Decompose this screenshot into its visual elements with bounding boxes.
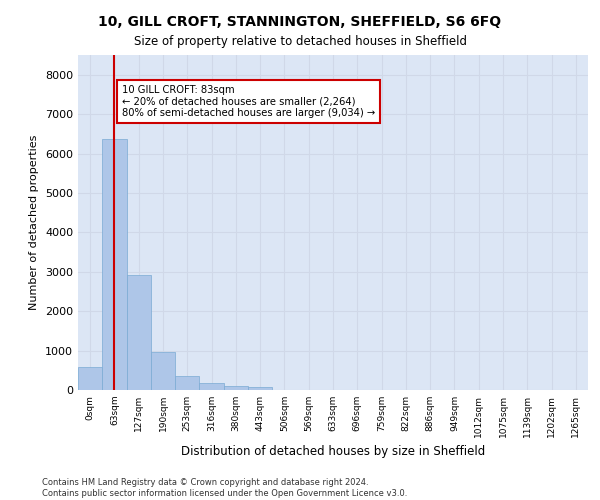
Bar bbox=[127, 275, 151, 390]
Bar bbox=[248, 387, 272, 390]
Bar bbox=[224, 386, 248, 390]
Bar bbox=[102, 138, 127, 390]
Text: 10 GILL CROFT: 83sqm
← 20% of detached houses are smaller (2,264)
80% of semi-de: 10 GILL CROFT: 83sqm ← 20% of detached h… bbox=[122, 84, 375, 118]
X-axis label: Distribution of detached houses by size in Sheffield: Distribution of detached houses by size … bbox=[181, 446, 485, 458]
Bar bbox=[175, 376, 199, 390]
Text: Contains HM Land Registry data © Crown copyright and database right 2024.
Contai: Contains HM Land Registry data © Crown c… bbox=[42, 478, 407, 498]
Text: Size of property relative to detached houses in Sheffield: Size of property relative to detached ho… bbox=[133, 35, 467, 48]
Text: 10, GILL CROFT, STANNINGTON, SHEFFIELD, S6 6FQ: 10, GILL CROFT, STANNINGTON, SHEFFIELD, … bbox=[98, 15, 502, 29]
Bar bbox=[199, 384, 224, 390]
Bar bbox=[151, 352, 175, 390]
Y-axis label: Number of detached properties: Number of detached properties bbox=[29, 135, 40, 310]
Bar bbox=[78, 367, 102, 390]
